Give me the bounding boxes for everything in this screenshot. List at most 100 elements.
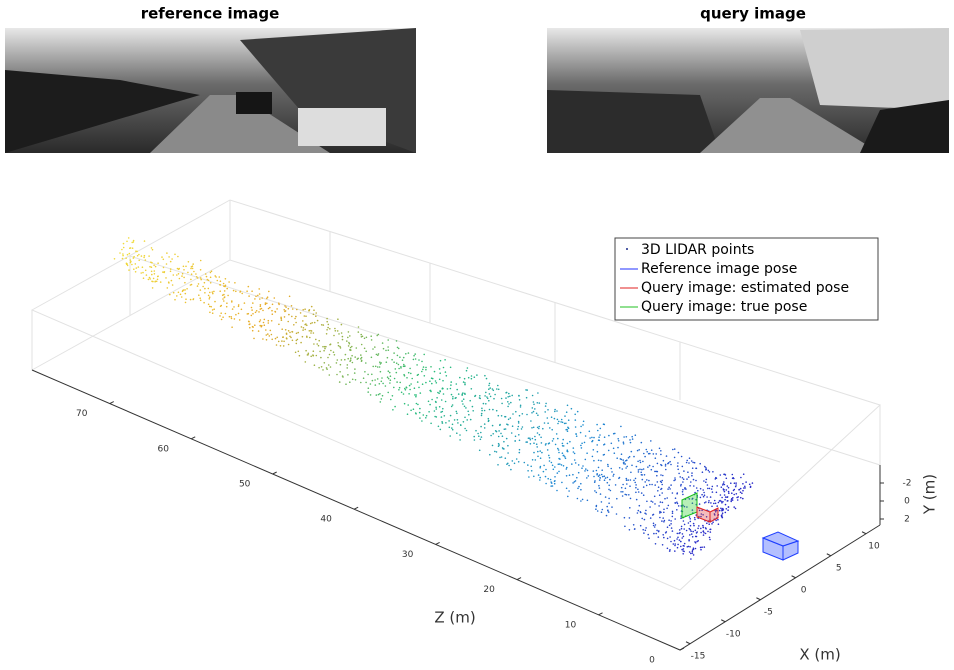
lidar-point (459, 377, 461, 379)
lidar-point (466, 370, 468, 372)
lidar-point (498, 445, 500, 447)
lidar-point (161, 256, 163, 258)
lidar-point (209, 292, 211, 294)
lidar-point (435, 380, 437, 382)
lidar-point (671, 527, 673, 529)
lidar-point (411, 378, 413, 380)
lidar-point (731, 498, 733, 500)
lidar-point (349, 350, 351, 352)
lidar-point (336, 362, 338, 364)
lidar-point (674, 448, 676, 450)
lidar-point (550, 479, 552, 481)
lidar-point (707, 531, 709, 533)
lidar-point (485, 403, 487, 405)
lidar-point (221, 319, 223, 321)
lidar-point (607, 464, 609, 466)
legend-label: Query image: estimated pose (641, 280, 849, 296)
lidar-point (219, 284, 221, 286)
lidar-point (662, 517, 664, 519)
lidar-point (574, 459, 576, 461)
lidar-point (658, 530, 660, 532)
lidar-point (689, 546, 691, 548)
lidar-point (589, 437, 591, 439)
lidar-point (479, 395, 481, 397)
lidar-point (537, 392, 539, 394)
lidar-point (556, 490, 558, 492)
lidar-point (644, 481, 646, 483)
lidar-point (670, 464, 672, 466)
lidar-point (604, 454, 606, 456)
lidar-point (209, 296, 211, 298)
lidar-point (413, 408, 415, 410)
lidar-point (372, 348, 374, 350)
lidar-point (677, 533, 679, 535)
lidar-point (674, 477, 676, 479)
lidar-point (347, 374, 349, 376)
lidar-point (594, 481, 596, 483)
lidar-point (702, 531, 704, 533)
lidar-point (329, 344, 331, 346)
lidar-point (238, 306, 240, 308)
lidar-point (334, 328, 336, 330)
lidar-point (677, 503, 679, 505)
lidar-point (419, 412, 421, 414)
lidar-point (344, 359, 346, 361)
lidar-point (151, 271, 153, 273)
lidar-point (692, 462, 694, 464)
lidar-point (683, 545, 685, 547)
lidar-point (289, 296, 291, 298)
lidar-point (645, 510, 647, 512)
lidar-point (196, 276, 198, 278)
lidar-point (226, 302, 228, 304)
lidar-point (456, 413, 458, 415)
lidar-point (742, 483, 744, 485)
lidar-point (371, 374, 373, 376)
lidar-point (272, 304, 274, 306)
lidar-point (641, 492, 643, 494)
lidar-point (173, 292, 175, 294)
lidar-point (539, 402, 541, 404)
lidar-point (554, 483, 556, 485)
lidar-point (340, 364, 342, 366)
lidar-point (304, 308, 306, 310)
lidar-point (694, 541, 696, 543)
lidar-point (198, 294, 200, 296)
lidar-point (382, 383, 384, 385)
lidar-point (674, 545, 676, 547)
lidar-point (549, 460, 551, 462)
lidar-point (314, 364, 316, 366)
lidar-point (144, 255, 146, 257)
lidar-point (578, 464, 580, 466)
x-tick (756, 598, 760, 600)
lidar-point (398, 364, 400, 366)
lidar-point (567, 405, 569, 407)
lidar-point (531, 470, 533, 472)
lidar-point (690, 481, 692, 483)
lidar-point (316, 355, 318, 357)
lidar-point (552, 465, 554, 467)
lidar-point (655, 524, 657, 526)
lidar-point (630, 442, 632, 444)
lidar-point (155, 266, 157, 268)
lidar-point (581, 447, 583, 449)
lidar-point (707, 484, 709, 486)
lidar-point (376, 394, 378, 396)
lidar-point (379, 393, 381, 395)
lidar-point (452, 404, 454, 406)
lidar-point (431, 383, 433, 385)
lidar-point (461, 394, 463, 396)
lidar-point (530, 466, 532, 468)
lidar-point (712, 491, 714, 493)
lidar-point (532, 459, 534, 461)
lidar-point (580, 483, 582, 485)
lidar-point (446, 375, 448, 377)
lidar-point (669, 550, 671, 552)
lidar-point (262, 310, 264, 312)
lidar-point (682, 533, 684, 535)
lidar-point (307, 354, 309, 356)
lidar-point (622, 491, 624, 493)
lidar-point (661, 484, 663, 486)
lidar-point (470, 419, 472, 421)
lidar-point (574, 414, 576, 416)
lidar-point (481, 410, 483, 412)
